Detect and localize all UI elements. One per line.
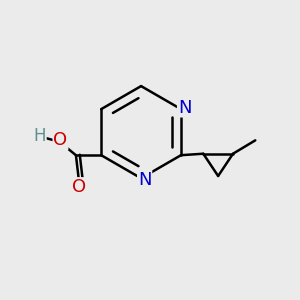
Text: N: N [138, 171, 152, 189]
Text: H: H [33, 127, 46, 145]
Text: O: O [72, 178, 86, 196]
Text: N: N [178, 99, 191, 117]
Text: O: O [53, 131, 68, 149]
